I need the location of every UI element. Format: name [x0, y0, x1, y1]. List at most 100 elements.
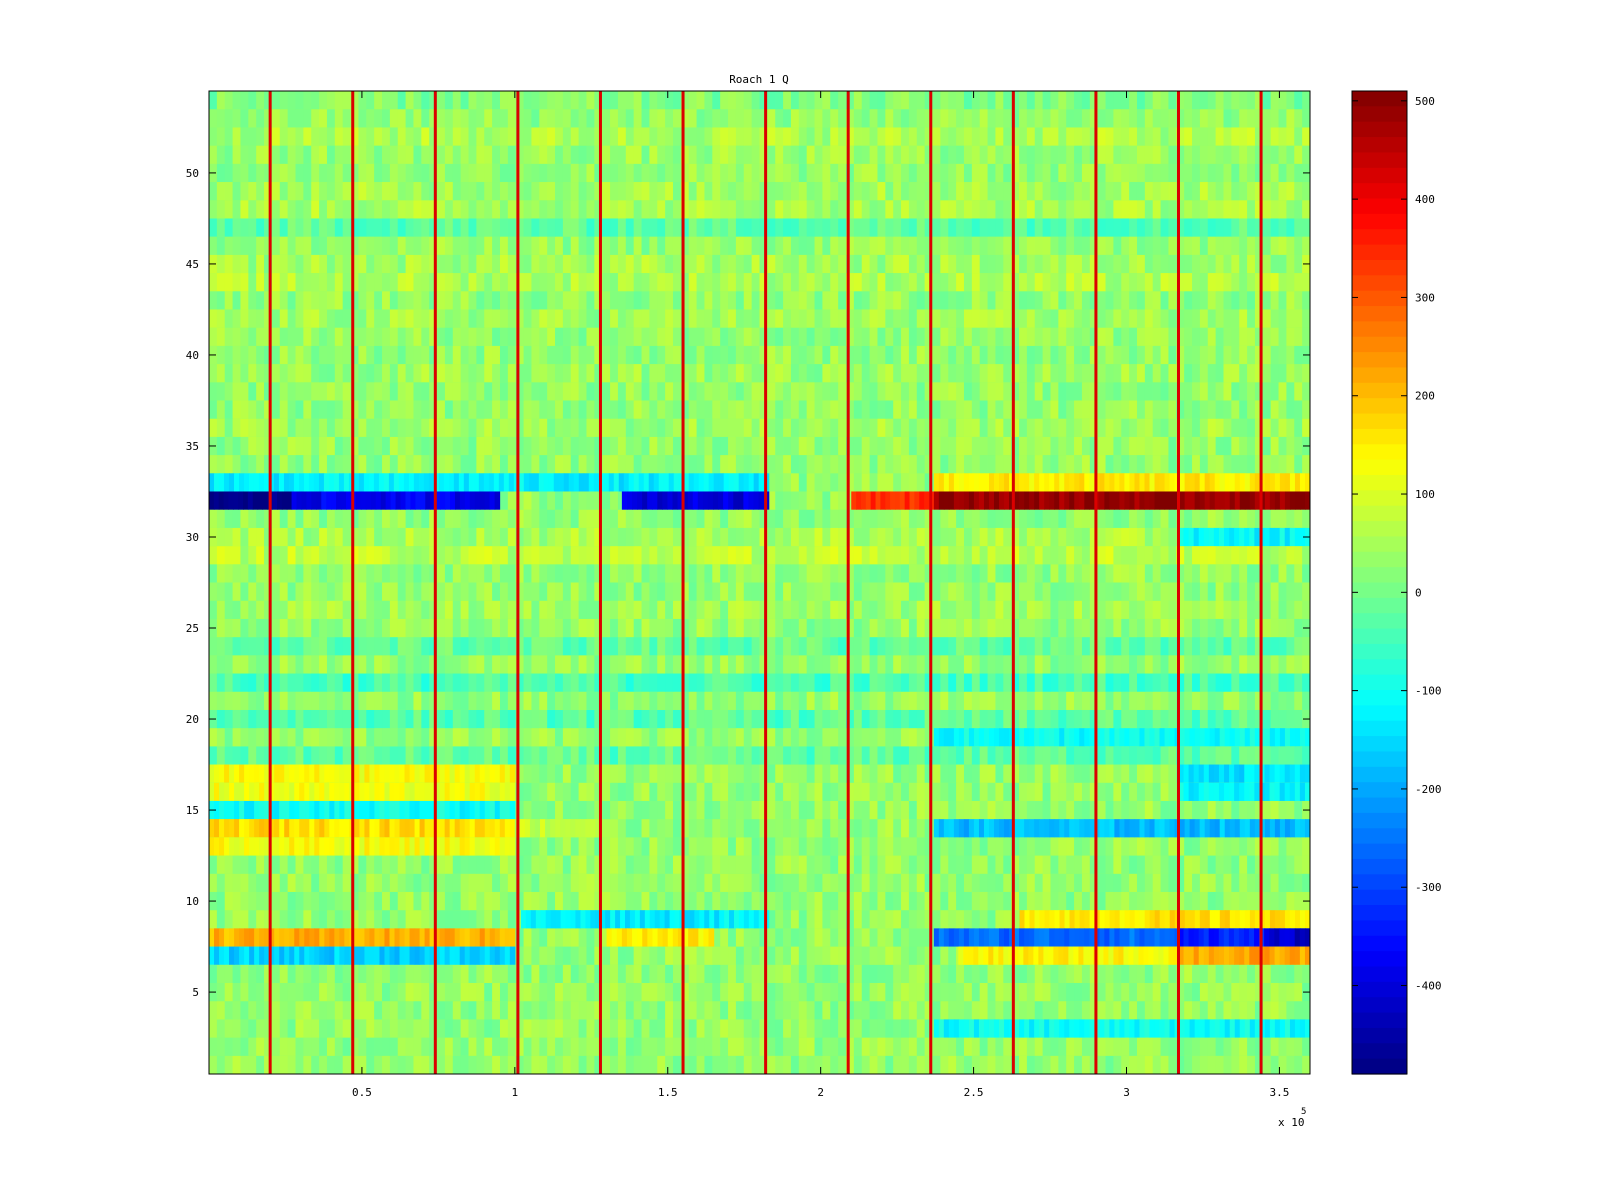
- heatmap-cell: [1097, 1001, 1107, 1020]
- heatmap-cell: [366, 746, 375, 765]
- heatmap-cell: [877, 709, 886, 729]
- heatmap-cell: [641, 691, 650, 710]
- heatmap-cell: [995, 1001, 1004, 1020]
- heatmap-cell: [767, 819, 776, 838]
- heatmap-cell: [358, 655, 367, 674]
- heatmap-cell: [570, 509, 580, 528]
- heatmap-cell: [1074, 746, 1083, 765]
- heatmap-cell: [633, 728, 643, 747]
- heatmap-cell: [499, 1037, 509, 1056]
- heatmap-cell: [1066, 527, 1075, 547]
- heatmap-cell: [869, 873, 879, 892]
- heatmap-cell: [1239, 873, 1248, 892]
- heatmap-cell: [209, 455, 218, 474]
- heatmap-cell: [1113, 527, 1122, 547]
- heatmap-cell: [492, 855, 501, 874]
- heatmap-cell: [1136, 618, 1146, 638]
- heatmap-cell: [712, 673, 721, 692]
- heatmap-cell: [846, 782, 855, 801]
- heatmap-cell: [1074, 582, 1083, 601]
- heatmap-cell: [484, 509, 493, 528]
- heatmap-cell: [688, 1019, 698, 1038]
- heatmap-cell: [1294, 982, 1303, 1002]
- heatmap-cell: [1199, 982, 1209, 1002]
- heatmap-cell: [421, 637, 430, 656]
- heatmap-row: [209, 1055, 1310, 1074]
- heatmap-cell: [657, 691, 666, 710]
- heatmap-cell: [358, 728, 367, 747]
- heatmap-cell: [948, 600, 957, 619]
- heatmap-cell: [562, 564, 572, 583]
- heatmap-cell: [1152, 673, 1162, 692]
- heatmap-cell: [523, 491, 533, 510]
- heatmap-cell: [814, 746, 824, 765]
- heatmap-cell: [665, 837, 674, 856]
- heatmap-cell: [1215, 637, 1225, 656]
- heatmap-cell: [1003, 527, 1012, 547]
- heatmap-cell: [555, 746, 564, 765]
- heatmap-cell: [539, 982, 548, 1002]
- heatmap-cell: [484, 455, 493, 474]
- heatmap-cell: [948, 873, 957, 892]
- heatmap-cell: [452, 509, 462, 528]
- heatmap-cell: [429, 709, 438, 729]
- heatmap-cell: [822, 1019, 831, 1038]
- heatmap-cell: [429, 600, 438, 619]
- heatmap-cell: [594, 837, 603, 856]
- heatmap-cell: [539, 891, 548, 911]
- heatmap-cell: [963, 964, 973, 983]
- heatmap-cell: [468, 655, 477, 674]
- heatmap-cell: [743, 964, 753, 983]
- heatmap-cell: [846, 855, 855, 874]
- heatmap-cell: [932, 509, 941, 528]
- heatmap-cell: [798, 928, 808, 947]
- heatmap-cell: [932, 1001, 941, 1020]
- heatmap-cell: [256, 582, 265, 601]
- heatmap-cell: [555, 728, 564, 747]
- heatmap-cell: [956, 837, 965, 856]
- heatmap-cell: [311, 982, 320, 1002]
- heatmap-cell: [224, 1055, 234, 1074]
- heatmap-cell: [562, 509, 572, 528]
- heatmap-cell: [468, 509, 477, 528]
- heatmap-cell: [948, 582, 957, 601]
- heatmap-cell: [1160, 1055, 1170, 1074]
- heatmap-cell: [688, 709, 698, 729]
- heatmap-cell: [1081, 546, 1091, 565]
- heatmap-cell: [963, 527, 973, 547]
- heatmap-cell: [1176, 1055, 1185, 1074]
- heatmap-cell: [1215, 582, 1225, 601]
- heatmap-cell: [358, 855, 367, 874]
- heatmap-cell: [696, 582, 706, 601]
- heatmap-cell: [1168, 655, 1177, 674]
- heatmap-cell: [1207, 509, 1217, 528]
- heatmap-cell: [570, 800, 580, 820]
- heatmap-cell: [838, 946, 847, 965]
- heatmap-cell: [1050, 673, 1059, 692]
- heatmap-cell: [413, 910, 422, 929]
- heatmap-cell: [1144, 837, 1154, 856]
- heatmap-cell: [507, 1037, 517, 1056]
- heatmap-cell: [1239, 637, 1248, 656]
- heatmap-cell: [617, 418, 627, 437]
- heatmap-cell: [767, 873, 776, 892]
- heatmap-cell: [531, 728, 540, 747]
- heatmap-cell: [846, 910, 855, 929]
- heatmap-cell: [531, 855, 540, 874]
- heatmap-cell: [405, 673, 415, 692]
- heatmap-cell: [1184, 1001, 1193, 1020]
- heatmap-cell: [1176, 673, 1185, 692]
- heatmap-cell: [531, 691, 540, 710]
- heatmap-cell: [728, 982, 737, 1002]
- heatmap-cell: [1121, 982, 1130, 1002]
- heatmap-cell: [531, 928, 540, 947]
- heatmap-cell: [853, 546, 863, 565]
- heatmap-cell: [649, 436, 658, 456]
- heatmap-cell: [680, 709, 690, 729]
- heatmap-cell: [594, 928, 603, 947]
- heatmap-cell: [767, 564, 776, 583]
- heatmap-cell: [798, 746, 808, 765]
- heatmap-cell: [995, 709, 1004, 729]
- heatmap-cell: [720, 527, 729, 547]
- heatmap-cell: [869, 673, 879, 692]
